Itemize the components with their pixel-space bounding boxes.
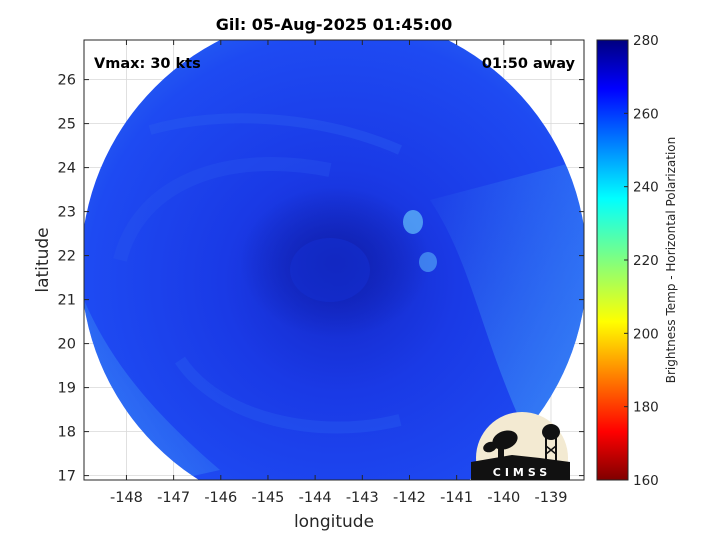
- y-tick-label: 24: [58, 161, 76, 177]
- microwave-swath: [84, 40, 584, 480]
- x-axis-label: longitude: [294, 512, 374, 532]
- colorbar-tick-label: 180: [633, 400, 659, 416]
- x-tick-label: -139: [535, 490, 568, 506]
- y-tick-label: 20: [58, 337, 76, 353]
- colorbar-ticks: 280 260 240 220 200 180 160: [624, 33, 659, 489]
- cimss-logo: CIMSS: [471, 412, 570, 480]
- x-tick-label: -146: [204, 490, 237, 506]
- y-tick-label: 18: [58, 425, 76, 441]
- x-tick-label: -145: [252, 490, 285, 506]
- y-tick-label: 23: [58, 205, 76, 221]
- y-ticks: 17 18 19 20 21 22 23 24 25 26: [58, 73, 584, 485]
- colorbar-tick-label: 200: [633, 326, 659, 342]
- colorbar-tick-label: 280: [633, 33, 659, 49]
- water-tower-icon: [542, 424, 560, 462]
- colorbar: 280 260 240 220 200 180 160 Brightness Temp - …: [596, 33, 678, 489]
- y-tick-label: 22: [58, 249, 76, 265]
- x-tick-label: -148: [110, 490, 143, 506]
- y-axis-label: latitude: [33, 227, 53, 292]
- y-tick-label: 25: [58, 117, 76, 133]
- y-tick-label: 26: [58, 73, 76, 89]
- colorbar-label: Brightness Temp - Horizontal Polarizatio…: [664, 137, 678, 384]
- y-tick-label: 17: [58, 469, 76, 485]
- x-tick-label: -144: [299, 490, 332, 506]
- chart-title: Gil: 05-Aug-2025 01:45:00: [216, 15, 453, 34]
- colorbar-tick-label: 260: [633, 106, 659, 122]
- x-ticks: -148 -147 -146 -145 -144 -143 -142 -141 -140 -139: [110, 40, 567, 506]
- colorbar-tick-label: 220: [633, 253, 659, 269]
- colorbar-tick-label: 160: [633, 473, 659, 489]
- x-tick-label: -142: [393, 490, 426, 506]
- colorbar-tick-label: 240: [633, 180, 659, 196]
- y-tick-label: 19: [58, 381, 76, 397]
- satellite-dish-icon: [483, 430, 518, 462]
- away-label: 01:50 away: [482, 56, 576, 72]
- x-tick-label: -141: [440, 490, 473, 506]
- axes-frame: [83, 39, 585, 481]
- vmax-label: Vmax: 30 kts: [94, 56, 201, 72]
- x-tick-label: -140: [487, 490, 520, 506]
- y-tick-label: 21: [58, 293, 76, 309]
- x-tick-label: -143: [346, 490, 379, 506]
- logo-text: CIMSS: [493, 466, 551, 479]
- x-tick-label: -147: [157, 490, 190, 506]
- colorbar-gradient: [596, 39, 629, 481]
